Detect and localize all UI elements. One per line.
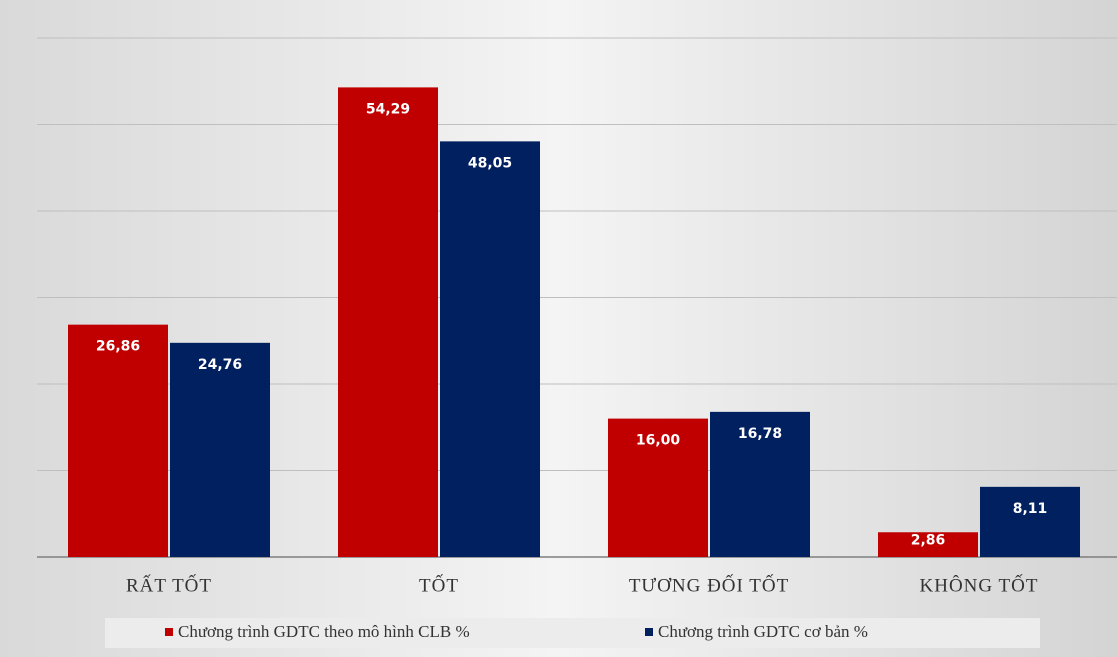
data-label: 2,86 <box>911 532 946 548</box>
legend-label: Chương trình GDTC cơ bản % <box>658 622 868 641</box>
legend-label: Chương trình GDTC theo mô hình CLB % <box>178 622 470 641</box>
bar <box>878 532 978 557</box>
data-label: 26,86 <box>96 339 140 355</box>
legend-swatch <box>165 628 173 636</box>
bar <box>170 342 270 557</box>
x-tick-label: KHÔNG TỐT <box>920 574 1039 596</box>
data-label: 8,11 <box>1013 501 1048 517</box>
data-label: 16,78 <box>738 426 782 442</box>
bar <box>68 324 168 557</box>
data-label: 24,76 <box>198 357 242 373</box>
bar <box>710 411 810 557</box>
data-label: 16,00 <box>636 433 681 449</box>
x-tick-label: RẤT TỐT <box>126 574 212 596</box>
bar <box>440 141 540 557</box>
legend-swatch <box>645 628 653 636</box>
bar <box>980 486 1080 557</box>
data-label: 48,05 <box>468 155 512 171</box>
x-tick-label: TƯƠNG ĐỐI TỐT <box>629 574 789 596</box>
bar <box>338 87 438 557</box>
legend-box <box>105 618 1040 648</box>
x-tick-label: TỐT <box>419 574 459 596</box>
data-label: 54,29 <box>366 101 410 117</box>
bar <box>608 418 708 557</box>
